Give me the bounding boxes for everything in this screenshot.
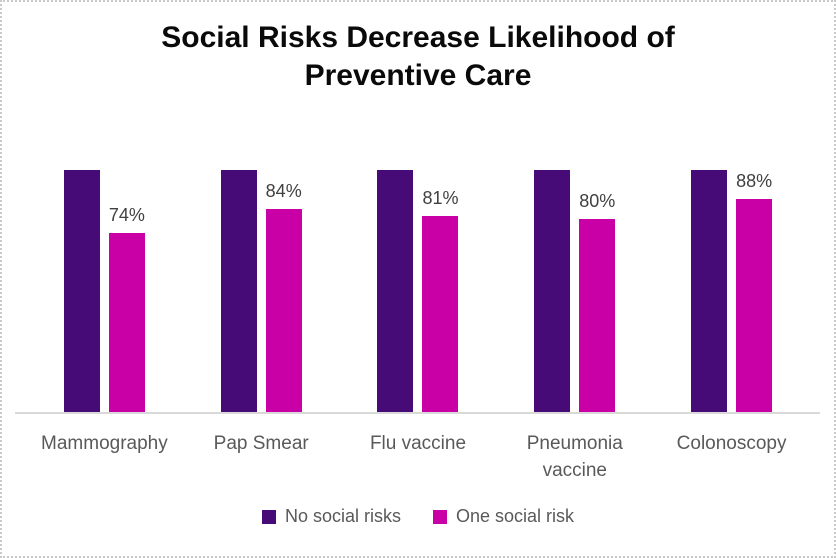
bar-value-label: 81%	[422, 188, 459, 209]
bar-column: 74%	[109, 205, 145, 413]
category-label: Pap Smear	[213, 433, 309, 454]
legend-label: No social risks	[284, 506, 401, 526]
legend-swatch	[261, 509, 276, 524]
bar-group: 84%	[183, 170, 340, 413]
bar-value-label: 84%	[265, 180, 302, 201]
category-label: Colonoscopy	[676, 433, 787, 454]
bar-group: 81%	[340, 170, 497, 413]
legend-label: One social risk	[455, 506, 575, 526]
bar-column: 84%	[266, 181, 302, 413]
bar-no-social-risks	[220, 170, 257, 413]
legend-swatch	[432, 509, 447, 524]
bar-one-social-risk	[108, 233, 145, 413]
bar-column: 88%	[736, 171, 772, 413]
bar-one-social-risk	[265, 208, 302, 413]
legend-item: One social risk	[432, 506, 575, 527]
x-axis-line	[15, 412, 820, 414]
chart-title-text: Social Risks Decrease Likelihood of Prev…	[161, 21, 675, 92]
bar-no-social-risks	[377, 170, 414, 413]
category-axis: Mammography Pap Smear Flu vaccine Pneumonia…	[26, 430, 810, 484]
chart-title: Social Risks Decrease Likelihood of Prev…	[2, 19, 834, 95]
plot-area: 74% 84% 81% 80% 88%	[26, 170, 810, 413]
category-label: Mammography	[41, 433, 168, 454]
bar-value-label: 74%	[108, 205, 145, 226]
bar-group: 74%	[26, 170, 183, 413]
bar-column: 80%	[579, 191, 615, 413]
bar-group: 88%	[653, 170, 810, 413]
bar-no-social-risks	[691, 170, 728, 413]
category-label: Flu vaccine	[369, 433, 467, 454]
bar-one-social-risk	[422, 216, 459, 413]
bar-one-social-risk	[579, 218, 616, 413]
category-label: Pneumonia vaccine	[526, 433, 623, 481]
bar-one-social-risk	[736, 199, 773, 413]
bar-value-label: 88%	[736, 171, 773, 192]
bar-column: 81%	[422, 188, 459, 413]
bar-value-label: 80%	[579, 190, 616, 211]
bar-no-social-risks	[534, 170, 571, 413]
legend: No social risks One social risk	[2, 506, 834, 527]
bar-no-social-risks	[63, 170, 100, 413]
legend-item: No social risks	[261, 506, 401, 527]
bar-group: 80%	[496, 170, 653, 413]
